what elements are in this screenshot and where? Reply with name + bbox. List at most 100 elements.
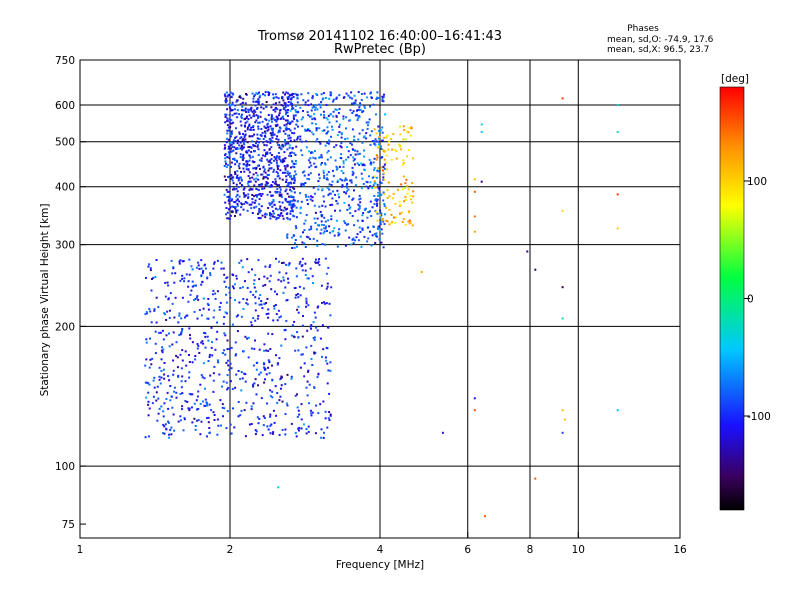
data-point xyxy=(286,148,289,151)
data-point xyxy=(320,101,323,104)
data-point xyxy=(236,204,239,207)
data-point xyxy=(253,109,256,112)
data-point xyxy=(409,195,412,197)
data-point xyxy=(229,109,232,112)
data-point xyxy=(195,408,198,411)
data-point xyxy=(292,205,295,208)
data-point xyxy=(229,380,232,383)
data-point xyxy=(254,429,257,432)
data-point xyxy=(352,159,355,162)
data-point xyxy=(224,99,227,102)
data-point xyxy=(218,373,221,376)
data-point xyxy=(271,140,274,143)
data-point xyxy=(253,201,256,204)
data-point xyxy=(351,166,354,169)
data-point xyxy=(295,275,298,278)
data-point xyxy=(268,119,271,122)
data-point xyxy=(262,362,265,364)
data-point xyxy=(375,198,378,201)
isolated-point xyxy=(480,123,483,126)
data-point xyxy=(190,289,193,292)
data-point xyxy=(275,354,277,357)
data-point xyxy=(261,103,264,106)
data-point xyxy=(316,329,319,332)
data-point xyxy=(340,142,343,145)
data-point xyxy=(314,211,317,214)
data-point xyxy=(254,145,257,148)
data-point xyxy=(305,140,308,143)
data-point xyxy=(263,417,266,419)
data-point xyxy=(204,335,207,338)
data-point xyxy=(392,192,395,195)
data-point xyxy=(287,182,290,185)
data-point xyxy=(233,108,236,111)
data-point xyxy=(225,188,228,191)
data-point xyxy=(306,177,309,180)
data-point xyxy=(244,435,247,438)
data-point xyxy=(295,145,298,148)
data-point xyxy=(266,193,269,196)
data-point xyxy=(336,189,339,192)
data-point xyxy=(383,203,386,205)
data-point xyxy=(383,205,386,207)
data-point xyxy=(179,419,182,422)
data-point xyxy=(253,279,256,282)
data-point xyxy=(144,381,147,384)
data-point xyxy=(228,368,231,371)
data-point xyxy=(224,146,227,149)
data-point xyxy=(226,359,229,362)
data-point xyxy=(286,217,289,220)
data-point xyxy=(264,184,267,187)
data-point xyxy=(241,102,244,104)
data-point xyxy=(286,119,289,122)
data-point xyxy=(180,367,183,370)
data-point xyxy=(344,244,347,247)
data-point xyxy=(158,407,161,410)
data-point xyxy=(353,94,356,97)
data-point xyxy=(245,93,247,95)
data-point xyxy=(187,280,190,283)
data-point xyxy=(264,265,267,268)
data-point xyxy=(228,190,231,193)
data-point xyxy=(341,179,343,182)
data-point xyxy=(313,351,316,354)
data-point xyxy=(257,189,260,192)
data-point xyxy=(312,186,315,189)
data-point xyxy=(333,146,336,149)
data-point xyxy=(166,310,169,313)
data-point xyxy=(356,233,359,236)
data-point xyxy=(316,224,319,227)
data-point xyxy=(352,172,355,175)
data-point xyxy=(230,161,233,164)
data-point xyxy=(235,135,238,138)
data-point xyxy=(311,199,314,202)
data-point xyxy=(314,316,317,319)
data-point xyxy=(179,393,182,395)
data-point xyxy=(243,193,246,196)
data-point xyxy=(244,107,247,110)
data-point xyxy=(241,159,244,161)
data-point xyxy=(162,338,165,341)
data-point xyxy=(347,223,350,226)
data-point xyxy=(284,144,287,147)
data-point xyxy=(326,126,329,129)
data-point xyxy=(267,308,270,311)
data-point xyxy=(374,144,377,147)
data-point xyxy=(258,203,261,206)
isolated-point xyxy=(563,418,566,421)
data-point xyxy=(324,162,327,165)
data-point xyxy=(243,135,246,138)
data-point xyxy=(325,272,328,275)
data-point xyxy=(276,135,279,138)
data-point xyxy=(287,92,289,95)
data-point xyxy=(376,91,379,94)
data-point xyxy=(271,333,274,336)
data-point xyxy=(363,164,366,167)
data-point xyxy=(202,307,205,310)
data-point xyxy=(180,317,183,320)
data-point xyxy=(320,154,323,157)
data-point xyxy=(402,218,405,221)
data-point xyxy=(329,91,332,94)
data-point xyxy=(246,303,249,306)
data-point xyxy=(338,108,341,110)
